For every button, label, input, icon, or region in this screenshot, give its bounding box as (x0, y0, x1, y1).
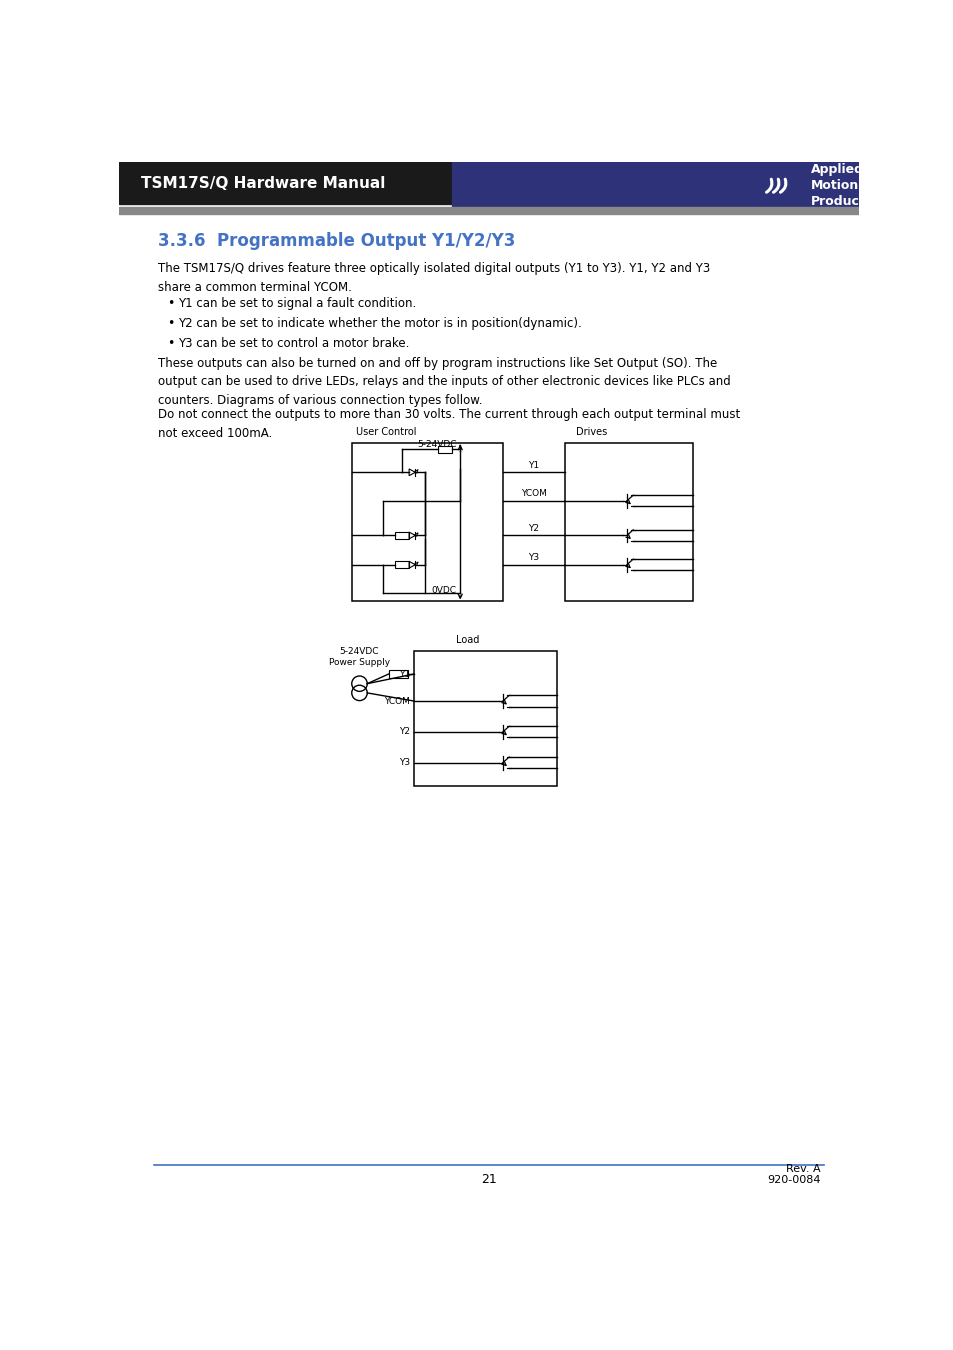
Text: Y3: Y3 (528, 554, 538, 563)
Bar (414, 651, 557, 786)
Text: Drives: Drives (576, 427, 607, 437)
Text: Y2: Y2 (528, 524, 538, 533)
Text: •: • (167, 297, 174, 309)
Bar (564, 443, 692, 601)
Bar (388, 670, 408, 678)
Text: Y1: Y1 (398, 670, 410, 679)
Text: These outputs can also be turned on and off by program instructions like Set Out: These outputs can also be turned on and … (158, 356, 730, 406)
Text: Y1: Y1 (528, 460, 538, 470)
Text: Applied
Motion
Products: Applied Motion Products (810, 162, 872, 208)
Text: The TSM17S/Q drives feature three optically isolated digital outputs (Y1 to Y3).: The TSM17S/Q drives feature three optica… (158, 262, 709, 294)
Text: Y2: Y2 (398, 728, 410, 736)
Text: Y2 can be set to indicate whether the motor is in position(dynamic).: Y2 can be set to indicate whether the mo… (178, 317, 581, 329)
Text: Y1 can be set to signal a fault condition.: Y1 can be set to signal a fault conditio… (178, 297, 416, 309)
Text: 21: 21 (480, 1173, 497, 1187)
Text: YCOM: YCOM (384, 697, 410, 706)
Text: 0VDC: 0VDC (431, 586, 456, 594)
Text: Y3 can be set to control a motor brake.: Y3 can be set to control a motor brake. (178, 336, 409, 350)
Text: 5-24VDC: 5-24VDC (416, 440, 456, 450)
Bar (395, 562, 409, 568)
Text: •: • (167, 336, 174, 350)
Bar (437, 446, 452, 452)
Text: User Control: User Control (355, 427, 416, 437)
Bar (395, 532, 409, 539)
Text: •: • (167, 317, 174, 329)
Text: Load: Load (456, 634, 479, 645)
Bar (119, 162, 452, 204)
Text: YCOM: YCOM (520, 490, 546, 498)
Bar (119, 207, 858, 213)
Bar (352, 443, 502, 601)
Text: TSM17S/Q Hardware Manual: TSM17S/Q Hardware Manual (141, 176, 385, 192)
Bar (452, 162, 858, 209)
Text: Rev. A
920-0084: Rev. A 920-0084 (766, 1164, 820, 1185)
Text: Do not connect the outputs to more than 30 volts. The current through each outpu: Do not connect the outputs to more than … (158, 409, 740, 440)
Text: Y3: Y3 (398, 759, 410, 767)
Text: 5-24VDC
Power Supply: 5-24VDC Power Supply (329, 647, 390, 667)
Text: 3.3.6  Programmable Output Y1/Y2/Y3: 3.3.6 Programmable Output Y1/Y2/Y3 (158, 232, 515, 250)
